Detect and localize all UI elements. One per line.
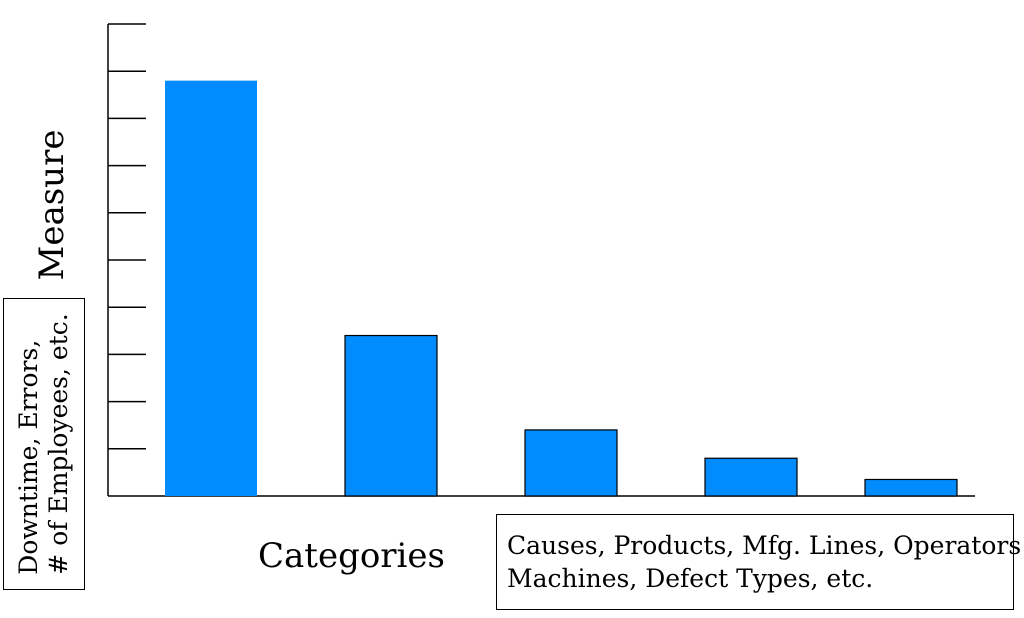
- y-axis-ticks: [108, 23, 146, 450]
- bar-2: [344, 334, 438, 497]
- bar-5: [864, 478, 958, 497]
- x-axis-label: Categories: [258, 536, 445, 576]
- x-description-line-1: Causes, Products, Mfg. Lines, Operators: [507, 531, 1022, 560]
- bar-4: [704, 457, 798, 497]
- y-description-line-2: # of Employees, etc.: [44, 313, 73, 575]
- y-description-box: Downtime, Errors, # of Employees, etc.: [3, 298, 85, 590]
- bar-3: [524, 429, 618, 497]
- y-description-text: Downtime, Errors, # of Employees, etc.: [14, 313, 74, 574]
- bars: [165, 80, 958, 497]
- bar-1: [165, 80, 257, 496]
- y-axis-label: Measure: [32, 129, 72, 281]
- x-description-box: Causes, Products, Mfg. Lines, Operators …: [496, 514, 1022, 610]
- y-description-line-1: Downtime, Errors,: [14, 339, 43, 575]
- x-description-line-2: Machines, Defect Types, etc.: [507, 564, 874, 593]
